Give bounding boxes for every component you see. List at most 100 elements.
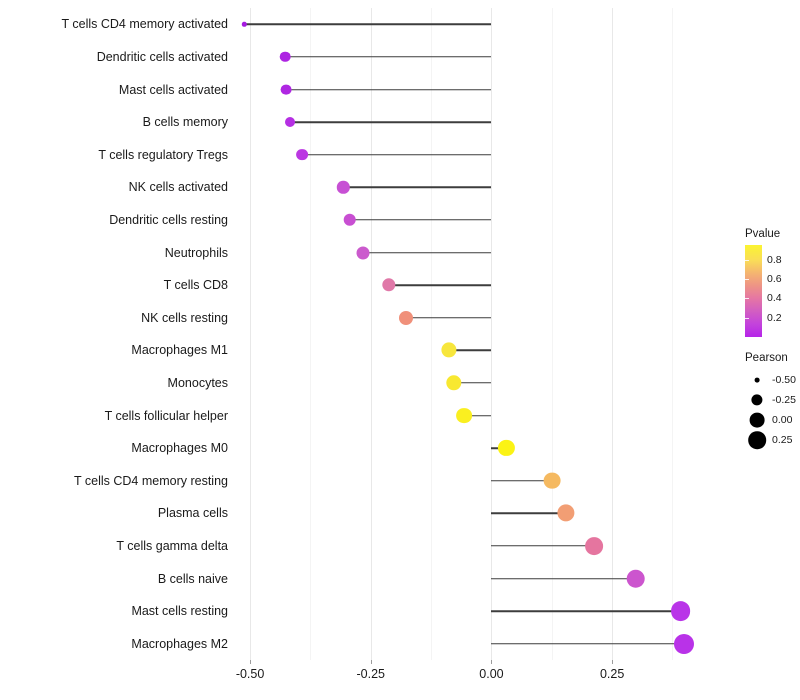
x-axis-tick: [370, 660, 372, 664]
pvalue-colorbar-label: 0.8: [767, 253, 782, 266]
lollipop-point[interactable]: [446, 375, 462, 391]
x-axis-tick: [250, 660, 252, 664]
y-axis-label: Macrophages M2: [131, 636, 228, 651]
lollipop-point[interactable]: [626, 569, 646, 588]
lollipop-point[interactable]: [456, 407, 472, 424]
lollipop-point[interactable]: [284, 117, 295, 128]
y-axis-label: Monocytes: [167, 375, 228, 390]
gridline-major: [370, 8, 372, 660]
pearson-size-dot: [751, 394, 763, 406]
pvalue-colorbar-tick: [745, 259, 749, 261]
pearson-size-label: 0.25: [772, 434, 793, 446]
y-axis-label: Macrophages M1: [131, 343, 228, 358]
pearson-size-keys: -0.50 -0.25 0.00 0.25: [745, 370, 800, 450]
lollipop-point[interactable]: [399, 310, 413, 325]
pearson-size-dot: [748, 431, 766, 449]
lollipop-stem: [302, 153, 492, 156]
pearson-size-dot: [754, 377, 760, 383]
x-axis: -0.50 -0.25 0.00 0.25: [235, 660, 728, 700]
lollipop-stem: [463, 414, 492, 417]
lollipop-point[interactable]: [343, 213, 356, 227]
gridline-major: [612, 8, 614, 660]
y-axis-label: T cells regulatory Tregs: [98, 147, 228, 162]
pvalue-colorbar-label: 0.2: [767, 311, 782, 324]
lollipop-stem: [491, 577, 636, 580]
lollipop-point[interactable]: [337, 181, 350, 194]
lollipop-stem: [491, 610, 681, 612]
x-axis-tick-label: -0.50: [235, 667, 265, 681]
y-axis-label: NK cells resting: [141, 310, 228, 325]
gridline-major: [491, 8, 493, 660]
pvalue-colorbar-gradient: [745, 245, 762, 337]
lollipop-point[interactable]: [382, 278, 396, 292]
y-axis-label: B cells memory: [142, 114, 228, 129]
lollipop-point[interactable]: [280, 51, 291, 63]
y-axis-label: Dendritic cells activated: [96, 49, 228, 64]
lollipop-point[interactable]: [296, 148, 309, 161]
lollipop-stem: [389, 284, 492, 286]
lollipop-stem: [491, 479, 553, 482]
lollipop-point[interactable]: [441, 342, 457, 358]
lollipop-stem: [343, 186, 492, 189]
pvalue-colorbar-tick: [745, 317, 749, 319]
lollipop-stem: [453, 382, 492, 384]
pvalue-colorbar-label: 0.4: [767, 292, 782, 305]
lollipop-stem: [491, 545, 595, 547]
lollipop-stem: [448, 349, 492, 352]
gridline-major: [250, 8, 252, 660]
y-axis-label: Plasma cells: [157, 506, 228, 521]
lollipop-point[interactable]: [498, 440, 515, 457]
pvalue-legend: Pvalue 0.8 0.6 0.4 0.2: [745, 228, 800, 337]
pearson-size-label: 0.00: [772, 414, 793, 426]
y-axis-label: B cells naive: [157, 571, 228, 586]
pvalue-legend-title: Pvalue: [745, 228, 781, 240]
lollipop-stem: [406, 316, 492, 319]
y-axis-label: T cells CD4 memory resting: [74, 473, 228, 488]
plot-panel: [238, 8, 728, 660]
lollipop-point[interactable]: [242, 22, 247, 27]
pvalue-colorbar-tick: [745, 298, 749, 300]
lollipop-point[interactable]: [557, 504, 575, 522]
pearson-size-dot: [749, 412, 765, 428]
lollipop-stem: [286, 88, 492, 91]
lollipop-stem: [244, 23, 492, 26]
pvalue-colorbar-label: 0.6: [767, 272, 782, 285]
pearson-legend: Pearson -0.50 -0.25 0.00 0.25: [745, 352, 800, 450]
gridline-minor: [431, 8, 433, 660]
y-axis-label: T cells CD8: [163, 277, 228, 292]
y-axis-label: T cells gamma delta: [116, 538, 228, 553]
y-axis-label: Macrophages M0: [131, 440, 228, 455]
lollipop-stem: [363, 251, 492, 254]
x-axis-tick: [491, 660, 493, 664]
y-axis-label: NK cells activated: [128, 180, 228, 195]
x-axis-tick-label: 0.00: [479, 667, 504, 681]
pearson-size-key: 0.00: [745, 410, 800, 430]
lollipop-point[interactable]: [543, 472, 561, 490]
y-axis-label: T cells follicular helper: [104, 408, 228, 423]
lollipop-point[interactable]: [670, 601, 691, 621]
lollipop-point[interactable]: [356, 246, 370, 259]
pearson-size-key: -0.25: [745, 390, 800, 410]
x-axis-tick: [612, 660, 614, 664]
y-axis-label: Mast cells activated: [118, 82, 228, 97]
lollipop-point[interactable]: [280, 84, 292, 95]
pearson-legend-title: Pearson: [745, 352, 788, 364]
x-axis-tick-label: -0.25: [356, 667, 386, 681]
y-axis-category-labels: T cells CD4 memory activated Dendritic ce…: [0, 0, 229, 700]
lollipop-stem: [289, 121, 492, 123]
x-axis-tick-label: 0.25: [599, 667, 625, 681]
y-axis-label: Neutrophils: [164, 245, 228, 260]
pearson-size-key: 0.25: [745, 430, 800, 450]
y-axis-label: T cells CD4 memory activated: [61, 17, 229, 32]
pvalue-colorbar: 0.8 0.6 0.4 0.2: [745, 245, 800, 337]
pearson-size-label: -0.50: [772, 374, 796, 386]
lollipop-stem: [491, 642, 684, 645]
lollipop-stem: [349, 219, 492, 221]
y-axis-label: Mast cells resting: [131, 603, 228, 618]
pearson-size-key: -0.50: [745, 370, 800, 390]
lollipop-point[interactable]: [673, 633, 694, 654]
gridline-minor: [672, 8, 674, 660]
lollipop-point[interactable]: [585, 536, 604, 555]
lollipop-stem: [491, 512, 567, 515]
